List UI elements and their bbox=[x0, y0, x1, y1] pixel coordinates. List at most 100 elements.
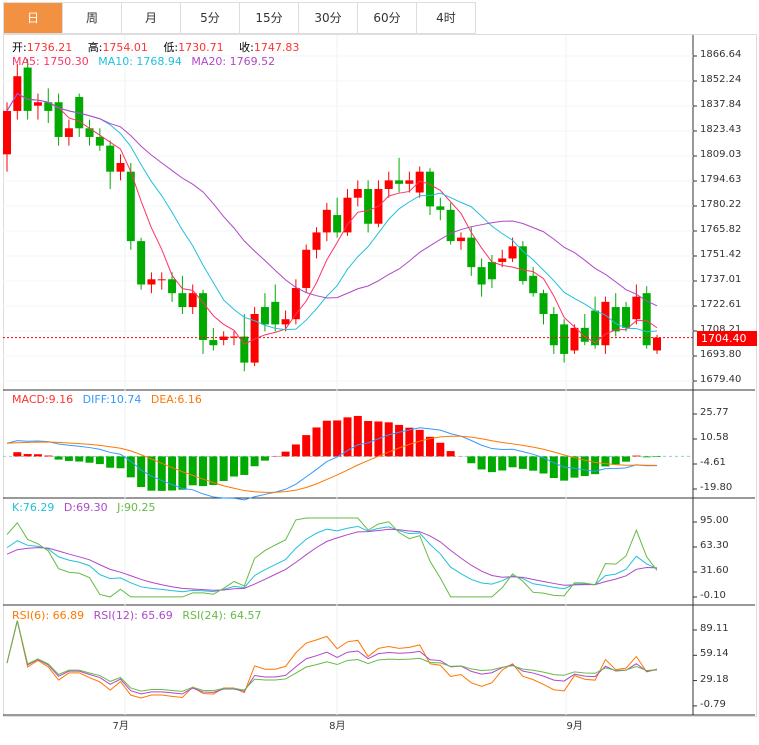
tab-4hour[interactable]: 4时 bbox=[417, 3, 476, 33]
macd-bar bbox=[126, 456, 135, 478]
macd-bar bbox=[611, 456, 620, 465]
macd-bar bbox=[209, 456, 218, 486]
macd-bar bbox=[291, 444, 300, 457]
macd-bar bbox=[518, 456, 527, 469]
macd-bar bbox=[570, 456, 579, 478]
candle-down bbox=[549, 314, 558, 346]
candle-up bbox=[653, 337, 661, 351]
candle-down bbox=[477, 267, 486, 285]
candle-up bbox=[498, 258, 507, 262]
ma-legend: MA5: 1750.30 MA10: 1768.94 MA20: 1769.52 bbox=[12, 55, 281, 68]
price-tick: 1765.82 bbox=[700, 224, 742, 235]
candle-down bbox=[395, 180, 404, 184]
candle-down bbox=[580, 327, 589, 342]
open-label: 开: bbox=[12, 41, 27, 54]
candle-up bbox=[570, 327, 579, 351]
tab-day[interactable]: 日 bbox=[4, 3, 63, 33]
macd-bar bbox=[219, 456, 228, 482]
rsi12-value: RSI(12): 65.69 bbox=[93, 609, 173, 622]
macd-bar bbox=[622, 456, 631, 462]
macd-bar bbox=[549, 456, 558, 479]
macd-bar bbox=[405, 427, 414, 457]
rsi-tick: 29.18 bbox=[700, 673, 729, 685]
candle-up bbox=[147, 279, 156, 285]
candle-down bbox=[260, 307, 269, 325]
macd-bar bbox=[85, 456, 94, 463]
j-value: J:90.25 bbox=[117, 501, 156, 514]
kdj-tick: -0.10 bbox=[700, 590, 726, 601]
candle-up bbox=[343, 197, 352, 233]
ma10-value: MA10: 1768.94 bbox=[98, 55, 182, 68]
kdj-legend: K:76.29 D:69.30 J:90.25 bbox=[12, 501, 162, 514]
macd-bar bbox=[436, 442, 445, 457]
tab-30min[interactable]: 30分 bbox=[299, 3, 358, 33]
tab-15min[interactable]: 15分 bbox=[240, 3, 299, 33]
macd-tick: -4.61 bbox=[700, 457, 726, 468]
candle-down bbox=[199, 293, 208, 341]
candle-up bbox=[116, 162, 125, 172]
macd-bar bbox=[322, 420, 331, 457]
candle-up bbox=[3, 110, 11, 155]
candle-up bbox=[384, 180, 393, 190]
macd-bar bbox=[529, 456, 538, 471]
macd-bar bbox=[250, 456, 259, 467]
macd-value: MACD:9.16 bbox=[12, 393, 74, 406]
low-value: 1730.71 bbox=[178, 41, 224, 54]
candle-down bbox=[436, 206, 445, 210]
ma5-value: MA5: 1750.30 bbox=[12, 55, 89, 68]
close-label: 收: bbox=[239, 41, 254, 54]
price-tick: 1794.63 bbox=[700, 174, 742, 185]
macd-bar bbox=[353, 415, 362, 457]
macd-bar bbox=[178, 456, 187, 490]
macd-bar bbox=[446, 451, 455, 457]
tab-60min[interactable]: 60分 bbox=[358, 3, 417, 33]
macd-bar bbox=[75, 456, 84, 462]
macd-bar bbox=[23, 454, 32, 457]
macd-legend: MACD:9.16 DIFF:10.74 DEA:6.16 bbox=[12, 393, 208, 406]
macd-bar bbox=[312, 427, 321, 457]
macd-bar bbox=[384, 422, 393, 457]
open-value: 1736.21 bbox=[26, 41, 73, 54]
candle-down bbox=[85, 128, 94, 137]
macd-bar bbox=[601, 456, 610, 467]
d-line bbox=[6, 528, 658, 591]
macd-bar bbox=[395, 424, 404, 457]
macd-bar bbox=[426, 436, 435, 457]
tab-month[interactable]: 月 bbox=[122, 3, 181, 33]
price-tick: 1751.42 bbox=[700, 249, 742, 260]
price-tick: 1722.61 bbox=[700, 299, 742, 310]
macd-bar bbox=[281, 451, 290, 457]
low-label: 低: bbox=[163, 41, 179, 54]
macd-bar bbox=[157, 456, 166, 491]
candle-down bbox=[364, 189, 373, 224]
macd-bar bbox=[168, 456, 177, 491]
macd-bar bbox=[560, 456, 569, 481]
rsi24-line bbox=[6, 620, 658, 692]
current-price-tag: 1704.40 bbox=[697, 331, 757, 346]
candle-down bbox=[622, 307, 631, 328]
candle-up bbox=[188, 293, 197, 308]
diff-value: DIFF:10.74 bbox=[82, 393, 142, 406]
kdj-tick: 63.30 bbox=[700, 540, 729, 551]
macd-bar bbox=[13, 452, 22, 457]
k-value: K:76.29 bbox=[12, 501, 55, 514]
candle-up bbox=[405, 180, 414, 184]
kdj-tick: 95.00 bbox=[700, 515, 729, 526]
ohlc-legend: 开:1736.21 高:1754.01 低:1730.71 收:1747.83 bbox=[12, 39, 311, 55]
j-line bbox=[6, 517, 658, 598]
price-tick: 1679.40 bbox=[700, 374, 742, 385]
tab-5min[interactable]: 5分 bbox=[181, 3, 240, 33]
tab-week[interactable]: 周 bbox=[63, 3, 122, 33]
candle-up bbox=[353, 189, 362, 198]
x-axis-label: 7月 bbox=[112, 721, 129, 732]
candle-down bbox=[209, 340, 218, 346]
ma20-value: MA20: 1769.52 bbox=[191, 55, 276, 68]
macd-bar bbox=[302, 435, 311, 457]
rsi-tick: 59.14 bbox=[700, 648, 729, 660]
macd-tick: 25.77 bbox=[700, 407, 729, 418]
price-tick: 1852.24 bbox=[700, 74, 742, 85]
candle-down bbox=[529, 275, 538, 294]
candle-up bbox=[219, 336, 228, 341]
macd-bar bbox=[137, 456, 146, 488]
